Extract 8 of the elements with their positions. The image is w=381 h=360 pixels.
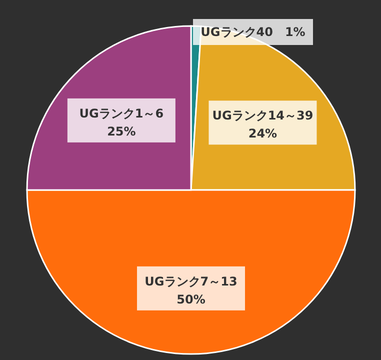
data-label: 24% bbox=[248, 126, 278, 141]
data-label: 25% bbox=[107, 124, 136, 138]
slice-label: UGランク40 bbox=[200, 25, 273, 39]
slice-label: UGランク1～6 bbox=[79, 106, 164, 120]
slice-label: UGランク7～13 bbox=[144, 274, 238, 288]
slice-label: UGランク14～39 bbox=[212, 108, 314, 123]
data-label: 50% bbox=[176, 292, 206, 306]
data-label: 1% bbox=[284, 25, 306, 39]
